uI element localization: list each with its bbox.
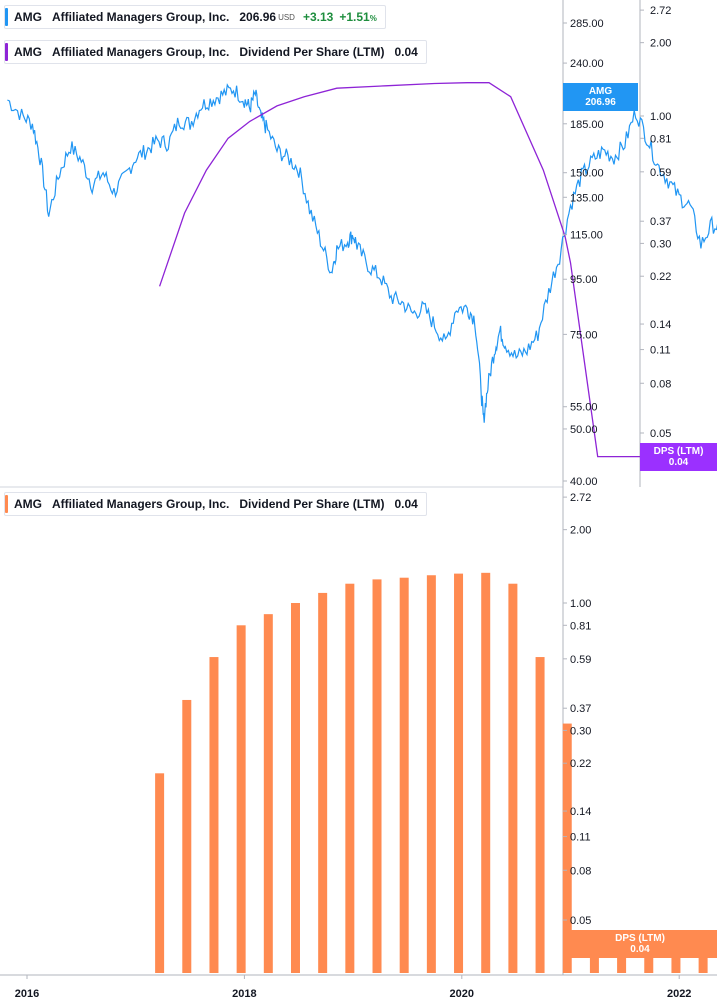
price-axis-tag: AMG 206.96 xyxy=(563,83,638,111)
dps-bottom-axis-tag: DPS (LTM) 0.04 xyxy=(563,930,717,958)
dps-top-tag-label: DPS (LTM) xyxy=(653,446,704,457)
dps-axis-tick-label: 0.37 xyxy=(650,216,671,228)
dps-bar xyxy=(698,943,708,973)
price-axis-tick-label: 150.00 xyxy=(570,168,604,180)
dps-bar xyxy=(209,657,219,973)
price-legend-ticker: AMG xyxy=(14,10,42,24)
dps-bar xyxy=(481,572,491,973)
price-axis-tick-label: 115.00 xyxy=(570,230,603,242)
time-axis-tick-label: 2022 xyxy=(667,988,691,1000)
price-tag-value: 206.96 xyxy=(585,97,616,108)
dps-bars-legend-name: Affiliated Managers Group, Inc. xyxy=(52,497,230,511)
price-tag-ticker: AMG xyxy=(588,86,613,97)
dps-axis-tick-label: 0.81 xyxy=(650,133,671,145)
dps-bar xyxy=(372,579,382,973)
dps-bottom-tag-value: 0.04 xyxy=(630,944,650,955)
price-legend-change: +3.13 xyxy=(302,10,334,24)
dps-axis-tick-label: 0.30 xyxy=(650,238,671,250)
dps-bar xyxy=(236,625,246,973)
dps-axis-tick-label: 0.05 xyxy=(650,428,671,440)
dps-axis-tick-label: 0.08 xyxy=(650,378,671,390)
dps-bottom-axis-tick-label: 1.00 xyxy=(570,598,591,610)
dps-bars-legend-ticker: AMG xyxy=(14,497,42,511)
dps-bottom-tag-label: DPS (LTM) xyxy=(615,933,665,944)
price-axis-tick-label: 135.00 xyxy=(570,192,604,204)
dps-bar xyxy=(426,575,436,973)
dps-bar-series xyxy=(155,572,708,973)
dps-line xyxy=(158,82,717,458)
price-line xyxy=(7,83,717,423)
price-axis-tick-label: 40.00 xyxy=(570,476,598,488)
price-legend-price: 206.96 xyxy=(239,10,277,24)
dps-bar xyxy=(182,699,192,973)
dps-bar xyxy=(454,573,464,973)
dps-bottom-axis-tick-label: 0.14 xyxy=(570,806,591,818)
dps-bar xyxy=(508,583,518,973)
dps-line-legend-ticker: AMG xyxy=(14,45,42,59)
dps-axis-tick-label: 2.72 xyxy=(650,5,671,17)
price-series xyxy=(7,83,717,423)
axes: 285.00 240.00 185.00 150.00 135.00 115.00 95.0… xyxy=(15,5,692,1000)
dps-bottom-axis-tick-label: 2.00 xyxy=(570,525,591,537)
dps-bar xyxy=(318,592,328,973)
price-axis-tick-label: 75.00 xyxy=(570,329,598,341)
dps-bottom-axis-tick-label: 0.30 xyxy=(570,725,591,737)
dps-bar xyxy=(399,577,409,973)
price-axis-tick-label: 240.00 xyxy=(570,58,604,70)
dps-line-legend-metric: Dividend Per Share (LTM) xyxy=(239,45,385,59)
dps-line-legend-value: 0.04 xyxy=(394,45,418,59)
dps-bottom-axis-tick-label: 0.11 xyxy=(570,832,591,844)
dps-bars-color-indicator xyxy=(5,495,8,513)
dps-axis-tick-label: 0.11 xyxy=(650,345,671,357)
price-legend-name: Affiliated Managers Group, Inc. xyxy=(52,10,230,24)
price-axis-tick-label: 50.00 xyxy=(570,424,598,436)
dps-bottom-axis-tick-label: 0.59 xyxy=(570,654,591,666)
price-legend[interactable]: AMG Affiliated Managers Group, Inc. 206.… xyxy=(4,5,386,29)
price-axis-tick-label: 95.00 xyxy=(570,274,598,286)
dps-bar xyxy=(290,603,300,973)
dps-line-legend-name: Affiliated Managers Group, Inc. xyxy=(52,45,230,59)
dps-axis-tick-label: 0.14 xyxy=(650,319,671,331)
dps-axis-tick-label: 2.00 xyxy=(650,38,671,50)
dps-bar xyxy=(617,943,627,973)
dps-bottom-axis-tick-label: 0.81 xyxy=(570,620,591,632)
price-legend-currency: USD xyxy=(278,12,295,22)
pane-dividers xyxy=(0,0,717,976)
dps-bars-legend[interactable]: AMG Affiliated Managers Group, Inc. Divi… xyxy=(4,492,427,516)
time-axis-tick-label: 2018 xyxy=(232,988,256,1000)
dps-line-color-indicator xyxy=(5,43,8,61)
price-axis-tick-label: 55.00 xyxy=(570,402,598,414)
dps-axis-tick-label: 1.00 xyxy=(650,111,671,123)
dps-bottom-axis-tick-label: 0.05 xyxy=(570,915,591,927)
dps-axis-tick-label: 0.22 xyxy=(650,271,671,283)
price-color-indicator xyxy=(5,8,8,26)
dps-bottom-axis-tick-label: 0.08 xyxy=(570,865,591,877)
dps-bottom-axis-tick-label: 2.72 xyxy=(570,492,591,504)
dps-bar xyxy=(345,583,355,973)
dps-top-tag-value: 0.04 xyxy=(668,457,689,468)
dps-top-axis-tag: DPS (LTM) 0.04 xyxy=(640,443,717,471)
price-axis-tick-label: 185.00 xyxy=(570,119,604,131)
dps-bars-legend-value: 0.04 xyxy=(394,497,418,511)
dps-bar xyxy=(589,943,599,973)
time-axis-tick-label: 2016 xyxy=(15,988,39,1000)
time-axis-tick-label: 2020 xyxy=(450,988,474,1000)
dps-line-legend[interactable]: AMG Affiliated Managers Group, Inc. Divi… xyxy=(4,40,427,64)
dps-bottom-axis-tick-label: 0.37 xyxy=(570,703,591,715)
dps-bars-legend-metric: Dividend Per Share (LTM) xyxy=(239,497,385,511)
dps-bar xyxy=(263,614,273,973)
dps-bar xyxy=(644,943,654,973)
dps-bar xyxy=(562,723,572,973)
dps-line-series xyxy=(158,82,717,458)
dps-bar xyxy=(535,657,545,973)
dps-bar xyxy=(671,943,681,973)
dps-bottom-axis-tick-label: 0.22 xyxy=(570,758,591,770)
dps-bar xyxy=(155,773,165,973)
price-axis-tick-label: 285.00 xyxy=(570,18,604,30)
dps-axis-tick-label: 0.59 xyxy=(650,167,671,179)
price-legend-change-pct: +1.51% xyxy=(339,10,377,24)
